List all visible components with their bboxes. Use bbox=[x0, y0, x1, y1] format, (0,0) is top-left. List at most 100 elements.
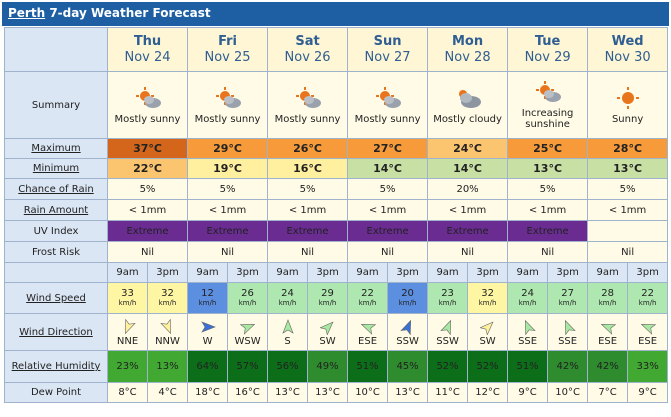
direction-text: ESE bbox=[598, 335, 618, 347]
day-header: Fri Nov 25 bbox=[187, 27, 269, 72]
rain-label-text[interactable]: Rain Amount bbox=[23, 204, 89, 216]
chance-label[interactable]: Chance of Rain bbox=[4, 178, 108, 200]
wind-speed-label[interactable]: Wind Speed bbox=[4, 282, 108, 314]
wind-speed-cell: 12 km/h bbox=[187, 282, 229, 314]
day-name: Wed bbox=[611, 33, 644, 49]
wind-direction-cell: SW bbox=[467, 313, 509, 351]
humidity-cell: 57% bbox=[227, 350, 269, 383]
day-date: Nov 27 bbox=[364, 49, 411, 65]
place-link[interactable]: Perth bbox=[8, 6, 46, 20]
humidity-cell: 13% bbox=[146, 350, 189, 383]
speed-unit: km/h bbox=[118, 299, 137, 307]
minimum-label-text[interactable]: Minimum bbox=[32, 163, 80, 174]
summary-text: Mostly sunny bbox=[274, 113, 341, 125]
chance-label-text[interactable]: Chance of Rain bbox=[18, 183, 94, 195]
humidity-cell: 45% bbox=[387, 350, 429, 383]
day-date: Nov 26 bbox=[284, 49, 331, 65]
wind-direction-row: Wind Direction NNE NNW W WSW S SW ESE SS… bbox=[4, 313, 669, 351]
humidity-cell: 56% bbox=[267, 350, 309, 383]
mostly-sunny-icon bbox=[375, 86, 401, 108]
chance-cell: 5% bbox=[106, 178, 189, 200]
minimum-label[interactable]: Minimum bbox=[4, 158, 108, 179]
frost-cell: Nil bbox=[106, 241, 189, 263]
wind-speed-label-text[interactable]: Wind Speed bbox=[26, 292, 86, 304]
maximum-row: Maximum 37°C 29°C 26°C 27°C 24°C 25°C 28… bbox=[4, 138, 669, 159]
time-label: 3pm bbox=[387, 262, 429, 283]
max-temp-cell: 24°C bbox=[427, 138, 509, 159]
humidity-cell: 33% bbox=[627, 350, 669, 383]
frost-cell: Nil bbox=[347, 241, 429, 263]
day-header: Sun Nov 27 bbox=[347, 27, 429, 72]
minimum-row: Minimum 22°C 19°C 16°C 14°C 14°C 13°C 13… bbox=[4, 158, 669, 179]
speed-value: 22 bbox=[641, 288, 654, 299]
title-text: Perth 7-day Weather Forecast bbox=[8, 6, 211, 20]
summary-cell: Mostly sunny bbox=[267, 71, 349, 139]
humidity-label-text[interactable]: Relative Humidity bbox=[11, 361, 101, 372]
humidity-label[interactable]: Relative Humidity bbox=[4, 350, 108, 383]
uv-cell bbox=[587, 220, 669, 242]
max-temp-cell: 37°C bbox=[106, 138, 189, 159]
wind-arrow-icon bbox=[439, 319, 451, 335]
direction-text: SSW bbox=[396, 335, 419, 347]
direction-text: SSE bbox=[558, 335, 578, 347]
wind-arrow-icon bbox=[239, 323, 255, 335]
direction-text: WSW bbox=[234, 335, 261, 347]
min-temp-cell: 22°C bbox=[106, 158, 189, 179]
uv-cell: Extreme bbox=[106, 220, 189, 242]
time-label: 9am bbox=[507, 262, 549, 283]
wind-direction-cell: SSE bbox=[507, 313, 549, 351]
humidity-cell: 52% bbox=[467, 350, 509, 383]
speed-unit: km/h bbox=[518, 299, 537, 307]
speed-value: 23 bbox=[441, 288, 454, 299]
wind-direction-label[interactable]: Wind Direction bbox=[4, 313, 108, 351]
corner-cell bbox=[4, 27, 108, 72]
time-label: 3pm bbox=[467, 262, 509, 283]
forecast-table: Thu Nov 24 Fri Nov 25 Sat Nov 26 Sun Nov 27 … bbox=[4, 27, 669, 403]
summary-cell: Mostly sunny bbox=[347, 71, 429, 139]
max-temp-cell: 25°C bbox=[507, 138, 589, 159]
speed-value: 29 bbox=[321, 288, 334, 299]
time-label: 9am bbox=[107, 262, 148, 283]
rain-label[interactable]: Rain Amount bbox=[4, 199, 108, 221]
uv-cell: Extreme bbox=[507, 220, 589, 242]
wind-direction-cell: SW bbox=[307, 313, 349, 351]
wind-speed-cell: 29 km/h bbox=[307, 282, 349, 314]
day-name: Tue bbox=[534, 33, 561, 49]
speed-unit: km/h bbox=[638, 299, 657, 307]
speed-unit: km/h bbox=[358, 299, 377, 307]
humidity-cell: 64% bbox=[187, 350, 229, 383]
speed-unit: km/h bbox=[478, 299, 497, 307]
max-temp-cell: 28°C bbox=[587, 138, 669, 159]
maximum-label[interactable]: Maximum bbox=[4, 138, 108, 159]
wind-speed-cell: 26 km/h bbox=[227, 282, 269, 314]
rain-cell: < 1mm bbox=[587, 199, 669, 221]
humidity-cell: 23% bbox=[107, 350, 148, 383]
rain-cell: < 1mm bbox=[347, 199, 429, 221]
wind-arrow-icon bbox=[640, 323, 656, 335]
wind-arrow-icon bbox=[124, 318, 136, 334]
time-label: 9am bbox=[347, 262, 389, 283]
wind-direction-cell: NNE bbox=[107, 313, 148, 351]
time-label: 9am bbox=[427, 262, 469, 283]
maximum-label-text[interactable]: Maximum bbox=[31, 143, 81, 154]
wind-direction-cell: SSW bbox=[427, 313, 469, 351]
dew-point-cell: 12°C bbox=[467, 382, 509, 403]
mostly-sunny-icon bbox=[135, 86, 161, 108]
summary-cell: Sunny bbox=[587, 71, 669, 139]
wind-speed-cell: 24 km/h bbox=[507, 282, 549, 314]
summary-text: Mostly cloudy bbox=[433, 113, 502, 125]
wind-speed-cell: 28 km/h bbox=[587, 282, 629, 314]
frost-cell: Nil bbox=[267, 241, 349, 263]
wind-direction-cell: W bbox=[187, 313, 229, 351]
wind-arrow-icon bbox=[564, 319, 576, 335]
uv-label: UV Index bbox=[4, 220, 108, 242]
wind-speed-cell: 22 km/h bbox=[627, 282, 669, 314]
summary-text: Mostly sunny bbox=[114, 113, 181, 125]
min-temp-cell: 19°C bbox=[187, 158, 269, 179]
wind-arrow-icon bbox=[281, 318, 294, 334]
speed-value: 24 bbox=[281, 288, 294, 299]
time-label: 3pm bbox=[146, 262, 189, 283]
day-header: Sat Nov 26 bbox=[267, 27, 349, 72]
wind-direction-cell: WSW bbox=[227, 313, 269, 351]
wind-direction-label-text[interactable]: Wind Direction bbox=[19, 326, 93, 338]
